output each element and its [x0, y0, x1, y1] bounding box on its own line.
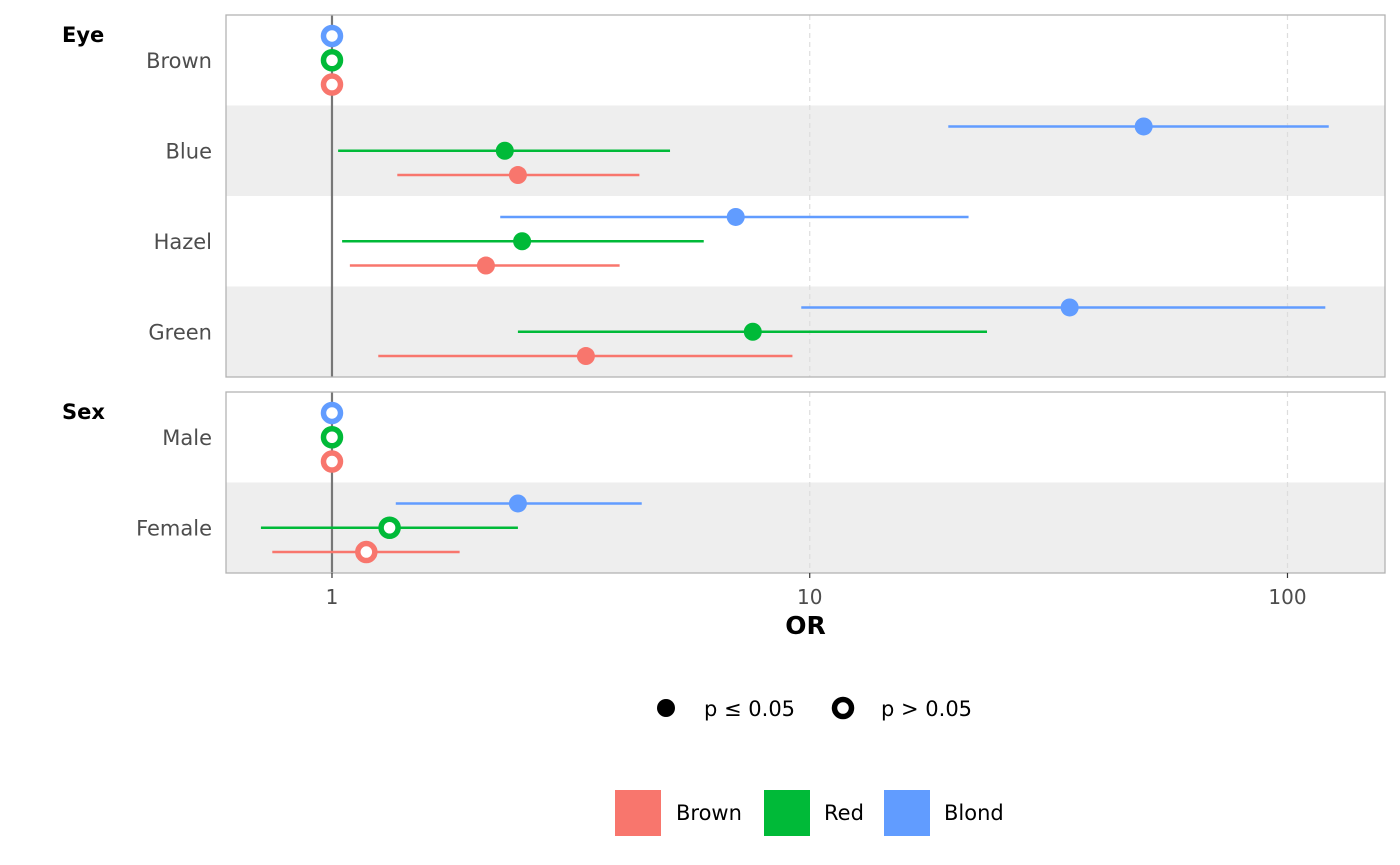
point-red	[495, 141, 514, 160]
point-red	[320, 426, 344, 449]
row-label-green: Green	[148, 320, 212, 344]
x-tick-label: 10	[797, 585, 822, 609]
panel-eye	[225, 14, 1386, 378]
legend-label-red: Red	[824, 801, 864, 825]
point-brown	[576, 347, 595, 366]
point-brown	[320, 73, 344, 96]
row-label-blue: Blue	[166, 139, 212, 163]
point-blond	[1134, 117, 1153, 136]
legend-label-blond: Blond	[944, 801, 1004, 825]
row-label-female: Female	[136, 516, 212, 540]
panel-border	[225, 14, 1386, 378]
point-blond	[320, 401, 344, 425]
panel-border	[225, 391, 1386, 574]
x-tick-label: 100	[1268, 585, 1306, 609]
x-axis-title: OR	[785, 611, 826, 640]
row-label-male: Male	[162, 426, 212, 450]
point-brown	[355, 540, 378, 564]
point-blond	[726, 207, 745, 226]
point-red	[513, 232, 532, 251]
legend-key-brown	[615, 790, 661, 836]
point-red	[378, 516, 401, 539]
point-blond	[320, 24, 344, 48]
point-brown	[320, 450, 344, 473]
legend-label-nonsignificant: p > 0.05	[881, 697, 972, 721]
legend-filled-point	[657, 699, 675, 717]
panel-sex	[225, 391, 1386, 574]
legend-open-point	[831, 696, 855, 720]
x-tick-label: 1	[326, 585, 339, 609]
point-brown	[476, 256, 495, 275]
legend-key-blond	[884, 790, 930, 836]
row-label-brown: Brown	[146, 49, 212, 73]
group-label-eye: Eye	[62, 23, 104, 47]
legend-key-red	[764, 790, 810, 836]
row-label-hazel: Hazel	[154, 230, 212, 254]
point-red	[320, 49, 344, 72]
point-blond	[1060, 298, 1079, 317]
legend-label-brown: Brown	[676, 801, 742, 825]
group-label-sex: Sex	[62, 400, 105, 424]
point-red	[743, 322, 762, 341]
legend-label-significant: p ≤ 0.05	[704, 697, 795, 721]
point-brown	[508, 166, 527, 185]
point-blond	[508, 494, 527, 513]
